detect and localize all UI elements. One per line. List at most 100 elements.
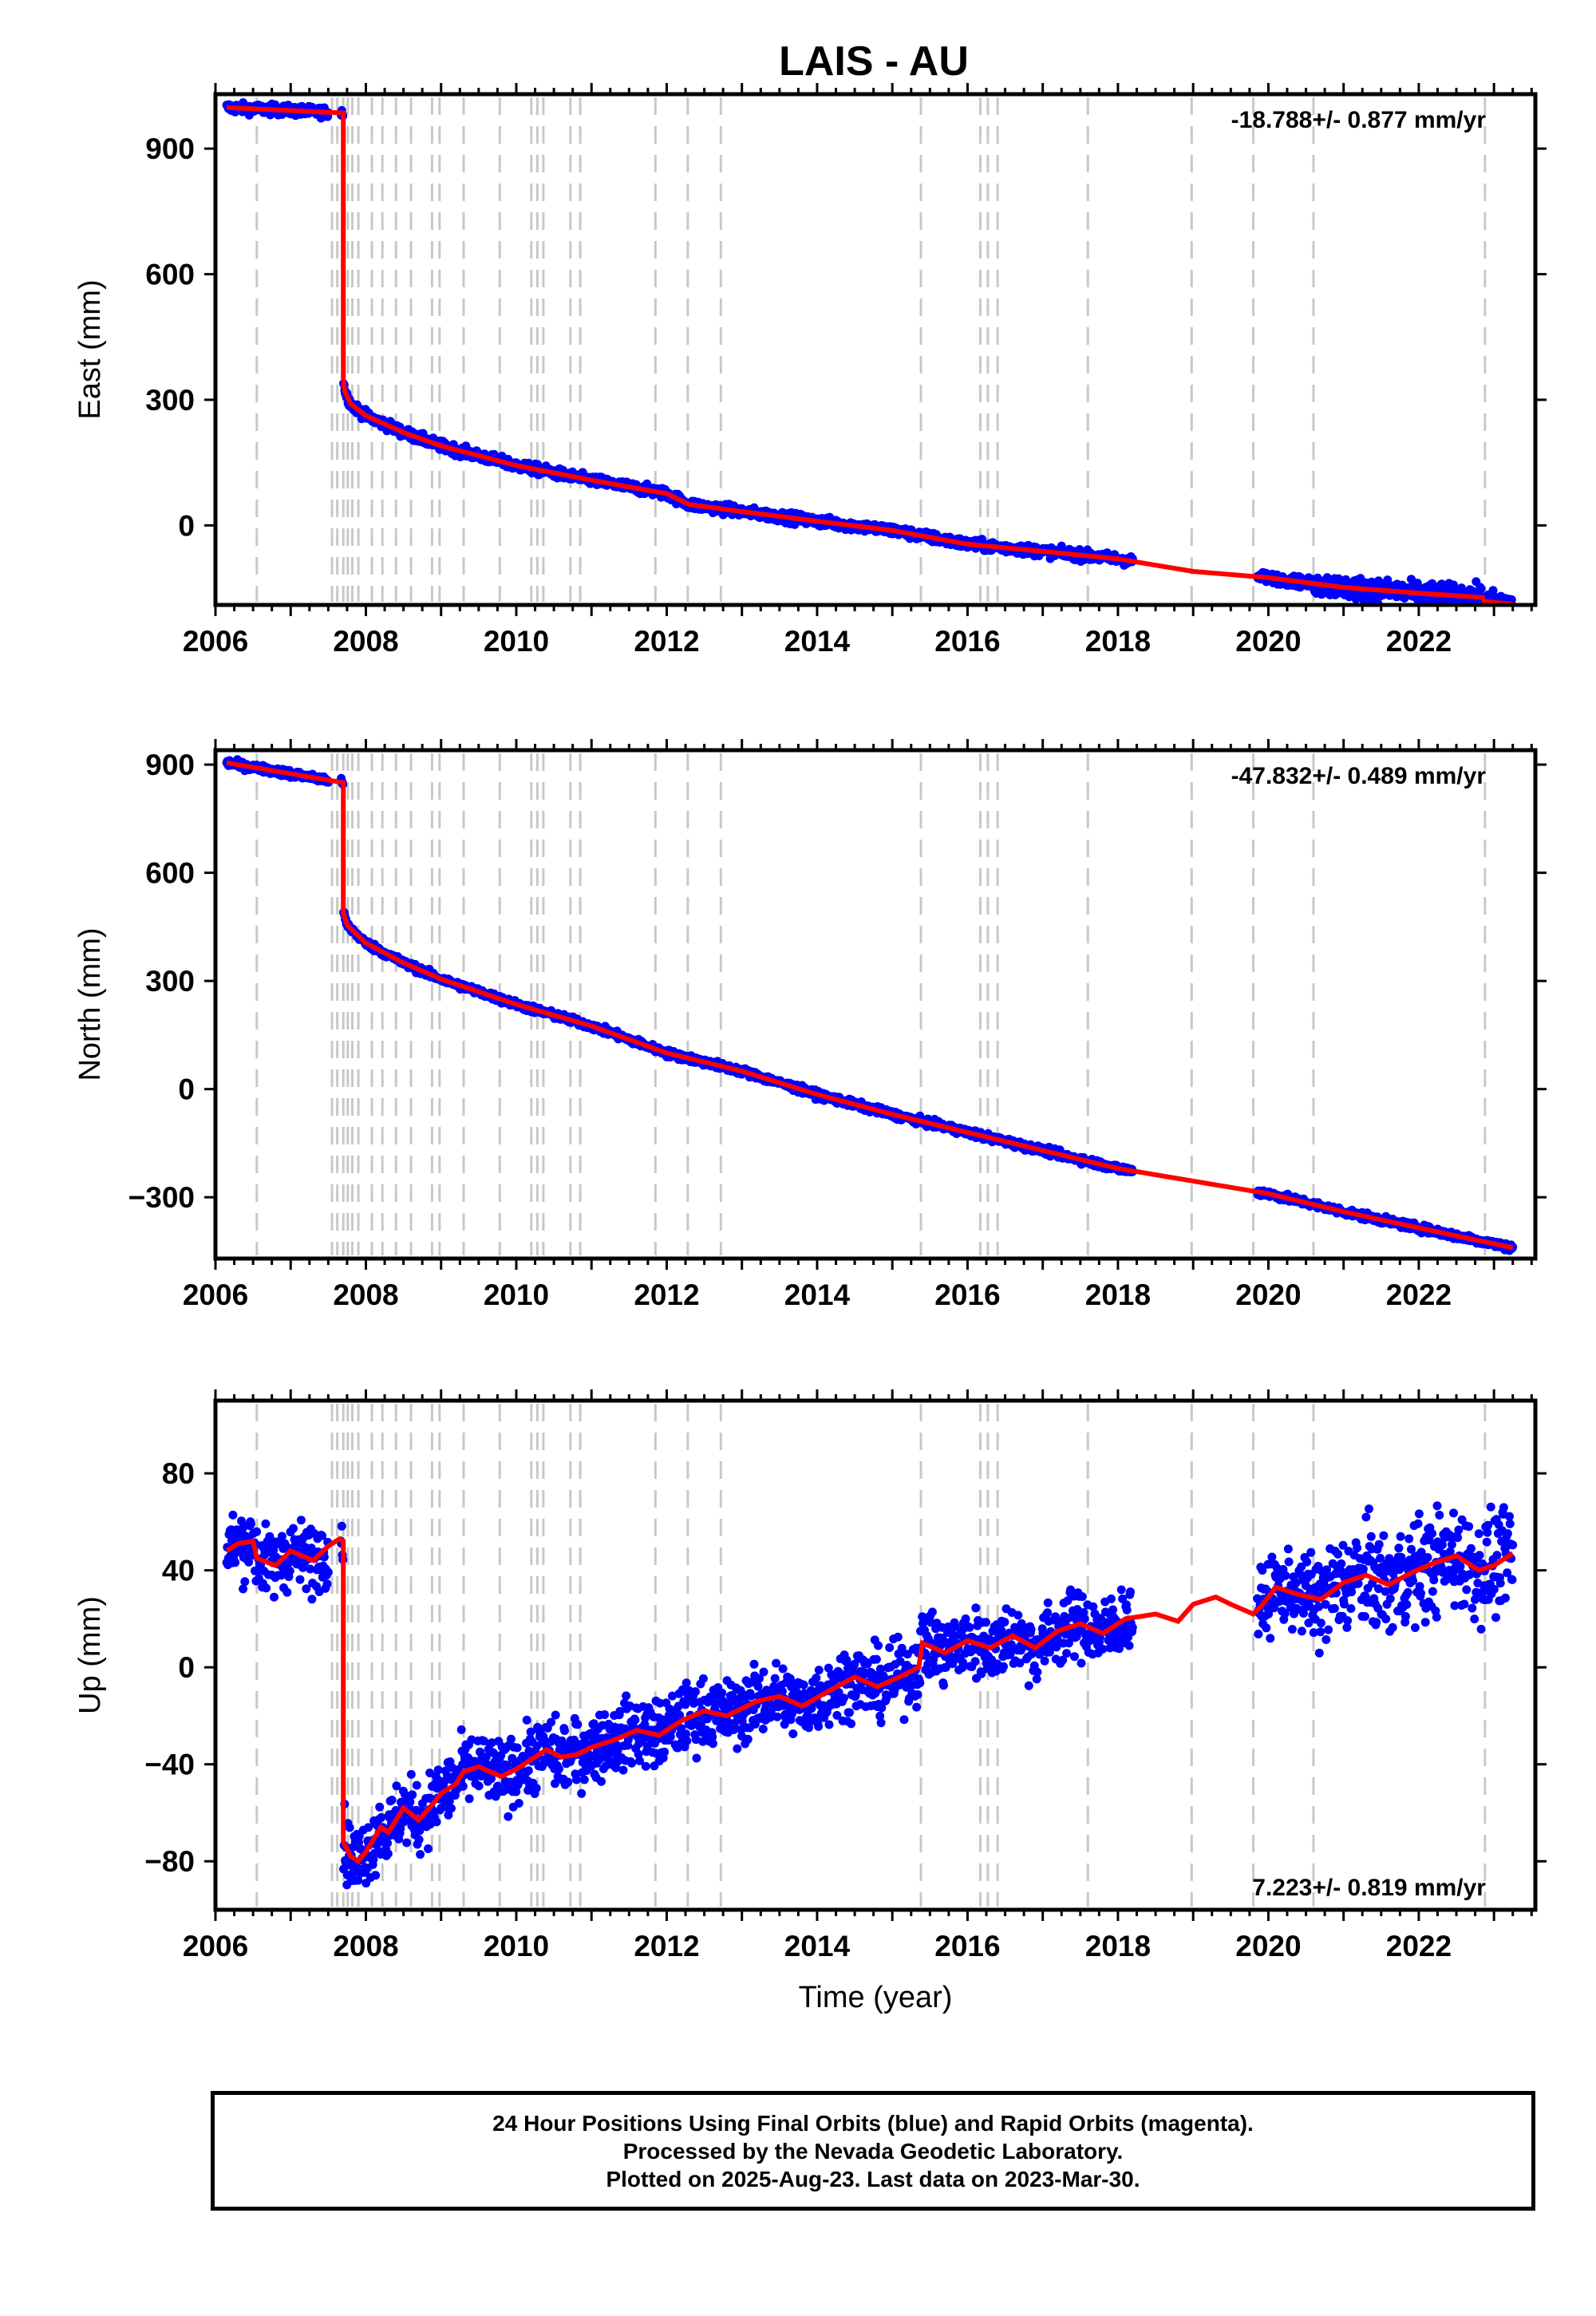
data-point — [383, 1839, 393, 1848]
panel-north: 2006 2008 2010 2012 2014 2016 2018 2020 2022 −300… — [73, 739, 1547, 1311]
x-tick-label: 2018 — [1085, 1279, 1151, 1311]
x-tick-label: 2006 — [183, 1279, 248, 1311]
y-tick-label: 600 — [145, 259, 195, 291]
y-tick-label: 900 — [145, 749, 195, 781]
y-axis-label: North (mm) — [73, 927, 107, 1081]
data-point — [322, 1579, 332, 1589]
x-tick-label: 2022 — [1386, 1279, 1452, 1311]
data-point — [424, 1844, 433, 1853]
data-point — [487, 1774, 496, 1784]
data-point — [1488, 586, 1498, 595]
x-tick-label: 2008 — [333, 1279, 398, 1311]
data-point — [447, 1804, 456, 1813]
data-point — [414, 1835, 424, 1844]
data-point — [277, 1531, 286, 1541]
data-point — [371, 1871, 381, 1880]
model-line — [226, 760, 1514, 1251]
y-tick-label: 300 — [145, 384, 195, 417]
y-tick-label: 600 — [145, 857, 195, 890]
panel-frame — [213, 92, 1538, 607]
data-point — [270, 1592, 279, 1602]
data-point — [405, 1797, 415, 1807]
data-point — [240, 1577, 250, 1587]
data-point — [345, 1823, 354, 1832]
data-point — [306, 1564, 315, 1574]
data-point — [458, 1781, 468, 1791]
x-tick-label: 2012 — [634, 625, 699, 658]
panel-up: 2006 2008 2010 2012 2014 2016 2018 2020 2022−80−… — [73, 1389, 1547, 2014]
x-tick-label: 2018 — [1085, 625, 1151, 658]
data-point — [307, 1595, 317, 1604]
y-tick-label: 300 — [145, 965, 195, 998]
data-point — [402, 1838, 412, 1848]
data-point — [231, 1558, 240, 1567]
data-point — [247, 1520, 255, 1528]
y-tick-label: −300 — [128, 1181, 195, 1214]
data-point — [433, 1765, 443, 1775]
data-point — [295, 1575, 305, 1584]
data-point — [439, 1778, 448, 1788]
data-point — [354, 1832, 364, 1841]
x-tick-label: 2020 — [1235, 1279, 1301, 1311]
x-tick-label: 2016 — [934, 1279, 1000, 1311]
data-point — [323, 1567, 333, 1577]
data-point — [387, 1796, 397, 1804]
data-point — [412, 1780, 421, 1790]
data-point — [1481, 607, 1490, 615]
data-point — [244, 1557, 254, 1567]
data-point — [491, 1792, 500, 1801]
x-tick-label: 2016 — [934, 625, 1000, 658]
data-points — [222, 1501, 1518, 1890]
data-point — [1503, 606, 1512, 615]
data-point — [289, 1524, 298, 1533]
data-point — [285, 1567, 294, 1575]
y-tick-label: 900 — [145, 132, 195, 165]
data-point — [1351, 595, 1361, 604]
data-point — [375, 1802, 385, 1812]
data-point — [406, 1769, 416, 1779]
data-point — [444, 1810, 453, 1820]
y-axis-label: East (mm) — [73, 279, 107, 419]
data-point — [474, 1781, 484, 1791]
x-tick-label: 2008 — [333, 625, 398, 658]
data-point — [456, 1725, 466, 1734]
x-tick-label: 2022 — [1386, 625, 1452, 658]
data-point — [261, 1519, 271, 1528]
x-tick-label: 2010 — [484, 625, 549, 658]
panel-frame — [213, 748, 1538, 1261]
data-point — [337, 1521, 346, 1531]
data-point — [487, 1738, 496, 1748]
x-tick-label: 2010 — [484, 1279, 549, 1311]
data-point — [228, 1510, 238, 1520]
panel-east: 2006 2008 2010 2012 2014 2016 2018 2020 20220300… — [73, 83, 1547, 658]
x-tick-label: 2020 — [1235, 625, 1301, 658]
y-tick-label: 0 — [178, 1073, 195, 1106]
data-point — [1497, 606, 1506, 615]
data-point — [296, 1516, 306, 1525]
data-points — [222, 755, 1518, 1255]
data-point — [476, 1747, 484, 1757]
data-point — [1383, 575, 1393, 585]
rate-annotation: -47.832+/- 0.489 mm/yr — [1231, 763, 1487, 789]
data-point — [432, 1817, 441, 1827]
data-point — [392, 1781, 401, 1791]
x-tick-label: 2014 — [784, 1279, 851, 1311]
data-point — [377, 1812, 386, 1822]
data-point — [416, 1850, 425, 1860]
data-point — [354, 1875, 363, 1885]
data-points — [222, 98, 1517, 615]
x-tick-label: 2012 — [634, 1279, 699, 1311]
data-point — [1476, 584, 1486, 594]
x-tick-label: 2006 — [183, 625, 248, 658]
data-point — [396, 1824, 405, 1833]
rate-annotation: -18.788+/- 0.877 mm/yr — [1231, 107, 1487, 133]
data-point — [302, 1584, 311, 1594]
model-line — [226, 105, 1513, 605]
data-point — [364, 1823, 373, 1832]
data-point — [464, 1794, 474, 1804]
data-point — [282, 1587, 292, 1597]
x-tick-label: 2014 — [784, 625, 851, 658]
data-point — [262, 1583, 271, 1593]
data-point — [252, 1527, 262, 1536]
